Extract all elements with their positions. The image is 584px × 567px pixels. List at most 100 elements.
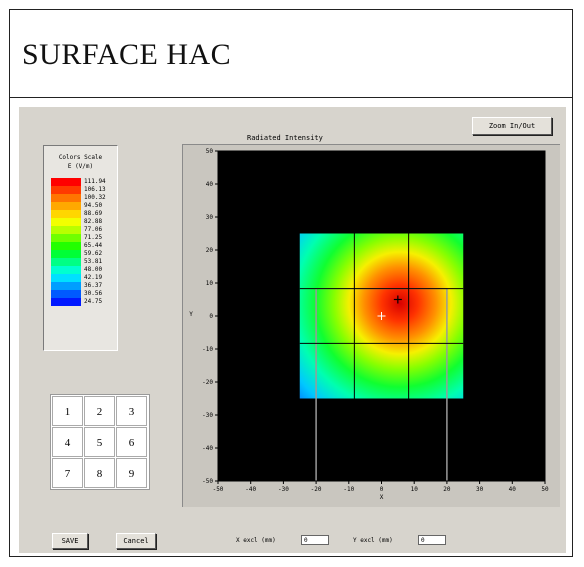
x-tick-label: 10: [411, 486, 419, 493]
color-scale-value: 36.37: [84, 282, 103, 289]
radiated-intensity-heatmap[interactable]: -50 -40 -30 -20 -10 0 10 20 30 40 50 50 40 30 20 10 0 -10…: [183, 145, 560, 507]
y-tick-label: 0: [209, 313, 213, 320]
color-scale-value: 100.32: [84, 194, 106, 201]
color-swatch: [51, 290, 81, 298]
color-scale-value: 24.75: [84, 298, 103, 305]
color-swatch: [51, 178, 81, 186]
color-scale-entry: 88.69: [51, 210, 113, 218]
x-tick-label: -40: [245, 486, 256, 493]
color-swatch: [51, 266, 81, 274]
color-scale-title: Colors Scale: [58, 154, 103, 161]
y-excl-label: Y excl (mm): [353, 537, 393, 544]
color-scale-entry: 100.32: [51, 194, 113, 202]
color-scale-value: 77.06: [84, 226, 103, 233]
color-swatch: [51, 250, 81, 258]
color-scale-entry: 53.81: [51, 258, 113, 266]
y-tick-label: -50: [202, 478, 213, 485]
save-button[interactable]: SAVE: [52, 533, 88, 549]
color-scale-entry: 30.56: [51, 290, 113, 298]
x-tick-label: 30: [476, 486, 484, 493]
x-excl-input[interactable]: 0: [301, 535, 329, 545]
y-tick-label: -20: [202, 379, 213, 386]
color-scale-value: 111.94: [84, 178, 106, 185]
color-swatch: [51, 258, 81, 266]
position-keypad: 1 2 3 4 5 6 7 8 9: [50, 394, 150, 490]
color-swatch: [51, 298, 81, 306]
x-tick-label: 50: [541, 486, 549, 493]
x-tick-label: 0: [380, 486, 384, 493]
color-scale-value: 82.88: [84, 218, 103, 225]
color-swatch: [51, 234, 81, 242]
color-scale-entry: 65.44: [51, 242, 113, 250]
color-swatch: [51, 218, 81, 226]
color-swatch: [51, 186, 81, 194]
keypad-key-3[interactable]: 3: [116, 396, 147, 426]
color-swatch: [51, 194, 81, 202]
color-scale-value: 30.56: [84, 290, 103, 297]
color-swatch: [51, 274, 81, 282]
color-swatch: [51, 282, 81, 290]
color-scale-value: 48.00: [84, 266, 103, 273]
color-scale-value: 53.81: [84, 258, 103, 265]
color-scale-entry: 59.62: [51, 250, 113, 258]
color-scale-entry: 71.25: [51, 234, 113, 242]
color-scale-entry: 36.37: [51, 282, 113, 290]
keypad-key-8[interactable]: 8: [84, 458, 115, 488]
color-scale-entry: 111.94: [51, 178, 113, 186]
color-swatch: [51, 210, 81, 218]
y-tick-label: 20: [206, 247, 214, 254]
y-tick-label: -30: [202, 412, 213, 419]
color-swatch: [51, 226, 81, 234]
x-axis-label: X: [380, 494, 384, 501]
y-tick-label: 50: [206, 148, 214, 155]
color-scale-entry: 42.19: [51, 274, 113, 282]
x-excl-label: X excl (mm): [236, 537, 276, 544]
window-title: SURFACE HAC: [22, 38, 232, 71]
color-scale-entry: 48.00: [51, 266, 113, 274]
color-swatch: [51, 242, 81, 250]
keypad-key-1[interactable]: 1: [52, 396, 83, 426]
keypad-key-2[interactable]: 2: [84, 396, 115, 426]
y-excl-input[interactable]: 0: [418, 535, 446, 545]
color-scale-entry: 77.06: [51, 226, 113, 234]
keypad-key-9[interactable]: 9: [116, 458, 147, 488]
color-scale-value: 71.25: [84, 234, 103, 241]
zoom-in-out-button[interactable]: Zoom In/Out: [472, 117, 552, 135]
color-scale-entry: 82.88: [51, 218, 113, 226]
keypad-key-5[interactable]: 5: [84, 427, 115, 457]
plot-title: Radiated Intensity: [247, 134, 323, 142]
y-tick-label: -40: [202, 445, 213, 452]
keypad-key-4[interactable]: 4: [52, 427, 83, 457]
color-scale-value: 65.44: [84, 242, 103, 249]
main-panel: Zoom In/Out Colors Scale E (V/m) 111.94 1…: [19, 107, 566, 553]
y-tick-label: 40: [206, 181, 214, 188]
color-scale-unit: E (V/m): [67, 163, 94, 170]
x-tick-label: -10: [343, 486, 354, 493]
x-tick-label: -20: [311, 486, 322, 493]
color-scale-swatches: 111.94 106.13 100.32 94.50 88.69 82.88 77.06 71…: [51, 178, 113, 306]
color-swatch: [51, 202, 81, 210]
title-bar: SURFACE HAC: [10, 10, 572, 98]
cancel-button[interactable]: Cancel: [116, 533, 156, 549]
color-scale-value: 59.62: [84, 250, 103, 257]
y-tick-label: 10: [206, 280, 214, 287]
color-scale-entry: 94.50: [51, 202, 113, 210]
color-scale-entry: 106.13: [51, 186, 113, 194]
x-tick-label: 20: [443, 486, 451, 493]
x-tick-label: -30: [278, 486, 289, 493]
color-scale-legend: Colors Scale E (V/m) 111.94 106.13 100.32 9…: [43, 145, 118, 351]
color-scale-value: 94.50: [84, 202, 103, 209]
y-axis-label: Y: [189, 311, 193, 318]
color-scale-entry: 24.75: [51, 298, 113, 306]
keypad-key-7[interactable]: 7: [52, 458, 83, 488]
app-window: SURFACE HAC Zoom In/Out Colors Scale E (…: [9, 9, 573, 557]
x-tick-label: 40: [509, 486, 517, 493]
color-scale-value: 42.19: [84, 274, 103, 281]
color-scale-value: 88.69: [84, 210, 103, 217]
y-tick-label: -10: [202, 346, 213, 353]
y-tick-label: 30: [206, 214, 214, 221]
keypad-key-6[interactable]: 6: [116, 427, 147, 457]
x-tick-label: -50: [213, 486, 224, 493]
plot-area: -50 -40 -30 -20 -10 0 10 20 30 40 50 50 40 30 20 10 0 -10…: [182, 144, 560, 507]
color-scale-value: 106.13: [84, 186, 106, 193]
